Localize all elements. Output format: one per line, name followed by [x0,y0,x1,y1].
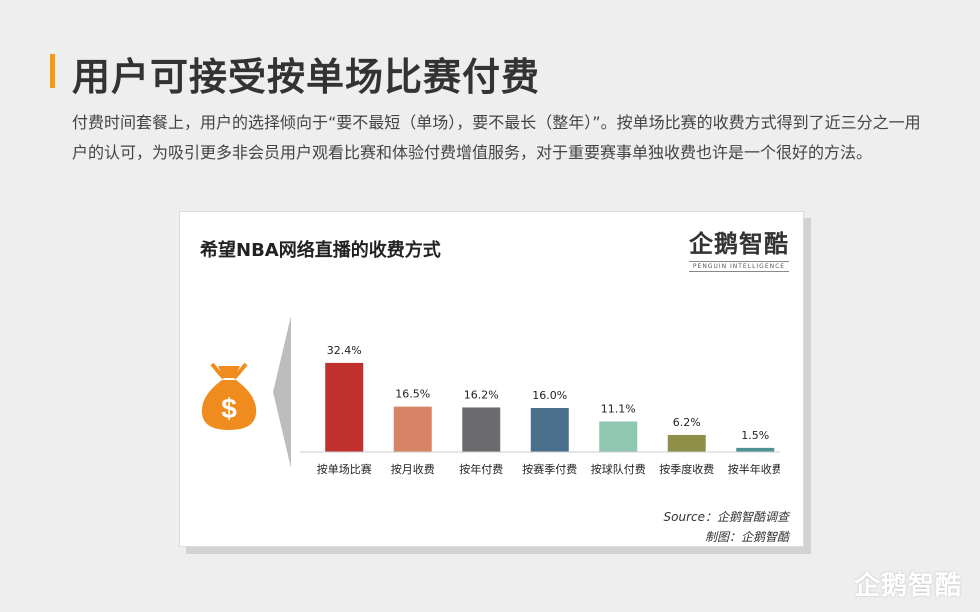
chart-card: 希望NBA网络直播的收费方式 企鹅智酷 PENGUIN INTELLIGENCE… [179,211,804,547]
category-label-2: 按年付费 [459,462,503,476]
value-label-6: 1.5% [741,429,769,442]
category-label-3: 按赛季付费 [522,462,577,476]
category-label-4: 按球队付费 [591,462,646,476]
pointer-triangle [273,316,291,468]
value-label-1: 16.5% [395,388,430,401]
brand-logo: 企鹅智酷 PENGUIN INTELLIGENCE [689,224,789,272]
source-note: Source：企鹅智酷调查 [663,510,789,524]
money-bag-icon: $ [201,362,257,430]
brand-name: 企鹅智酷 [689,230,789,258]
page-title: 用户可接受按单场比赛付费 [72,55,541,99]
title-accent-bar [50,54,55,88]
value-label-4: 11.1% [601,402,636,415]
maker-note: 制图：企鹅智酷 [704,530,789,544]
value-label-5: 6.2% [673,416,701,429]
bar-0 [325,362,364,452]
chart-title: 希望NBA网络直播的收费方式 [200,240,441,261]
value-label-3: 16.0% [532,389,567,402]
category-label-1: 按月收费 [391,462,435,476]
footer-logo: 企鹅智酷 [853,571,962,601]
intro-paragraph: 付费时间套餐上，用户的选择倾向于“要不最短（单场），要不最长（整年）”。按单场比… [72,113,921,162]
svg-text:$: $ [221,393,237,424]
bar-6 [736,447,775,452]
brand-subtitle: PENGUIN INTELLIGENCE [689,261,789,272]
category-label-6: 按半年收费 [728,462,780,476]
category-label-0: 按单场比赛 [317,462,372,476]
bar-5 [667,434,706,452]
bar-4 [599,421,638,452]
bar-plot: 32.4% 按单场比赛 16.5% 按月收费 16.2% 按年付费 16.0% 按赛季付费 11… [300,344,780,476]
bar-1 [393,406,432,452]
bar-2 [462,407,501,452]
value-label-0: 32.4% [327,344,362,357]
bar-3 [530,408,569,452]
value-label-2: 16.2% [464,388,499,401]
category-label-5: 按季度收费 [659,462,714,476]
